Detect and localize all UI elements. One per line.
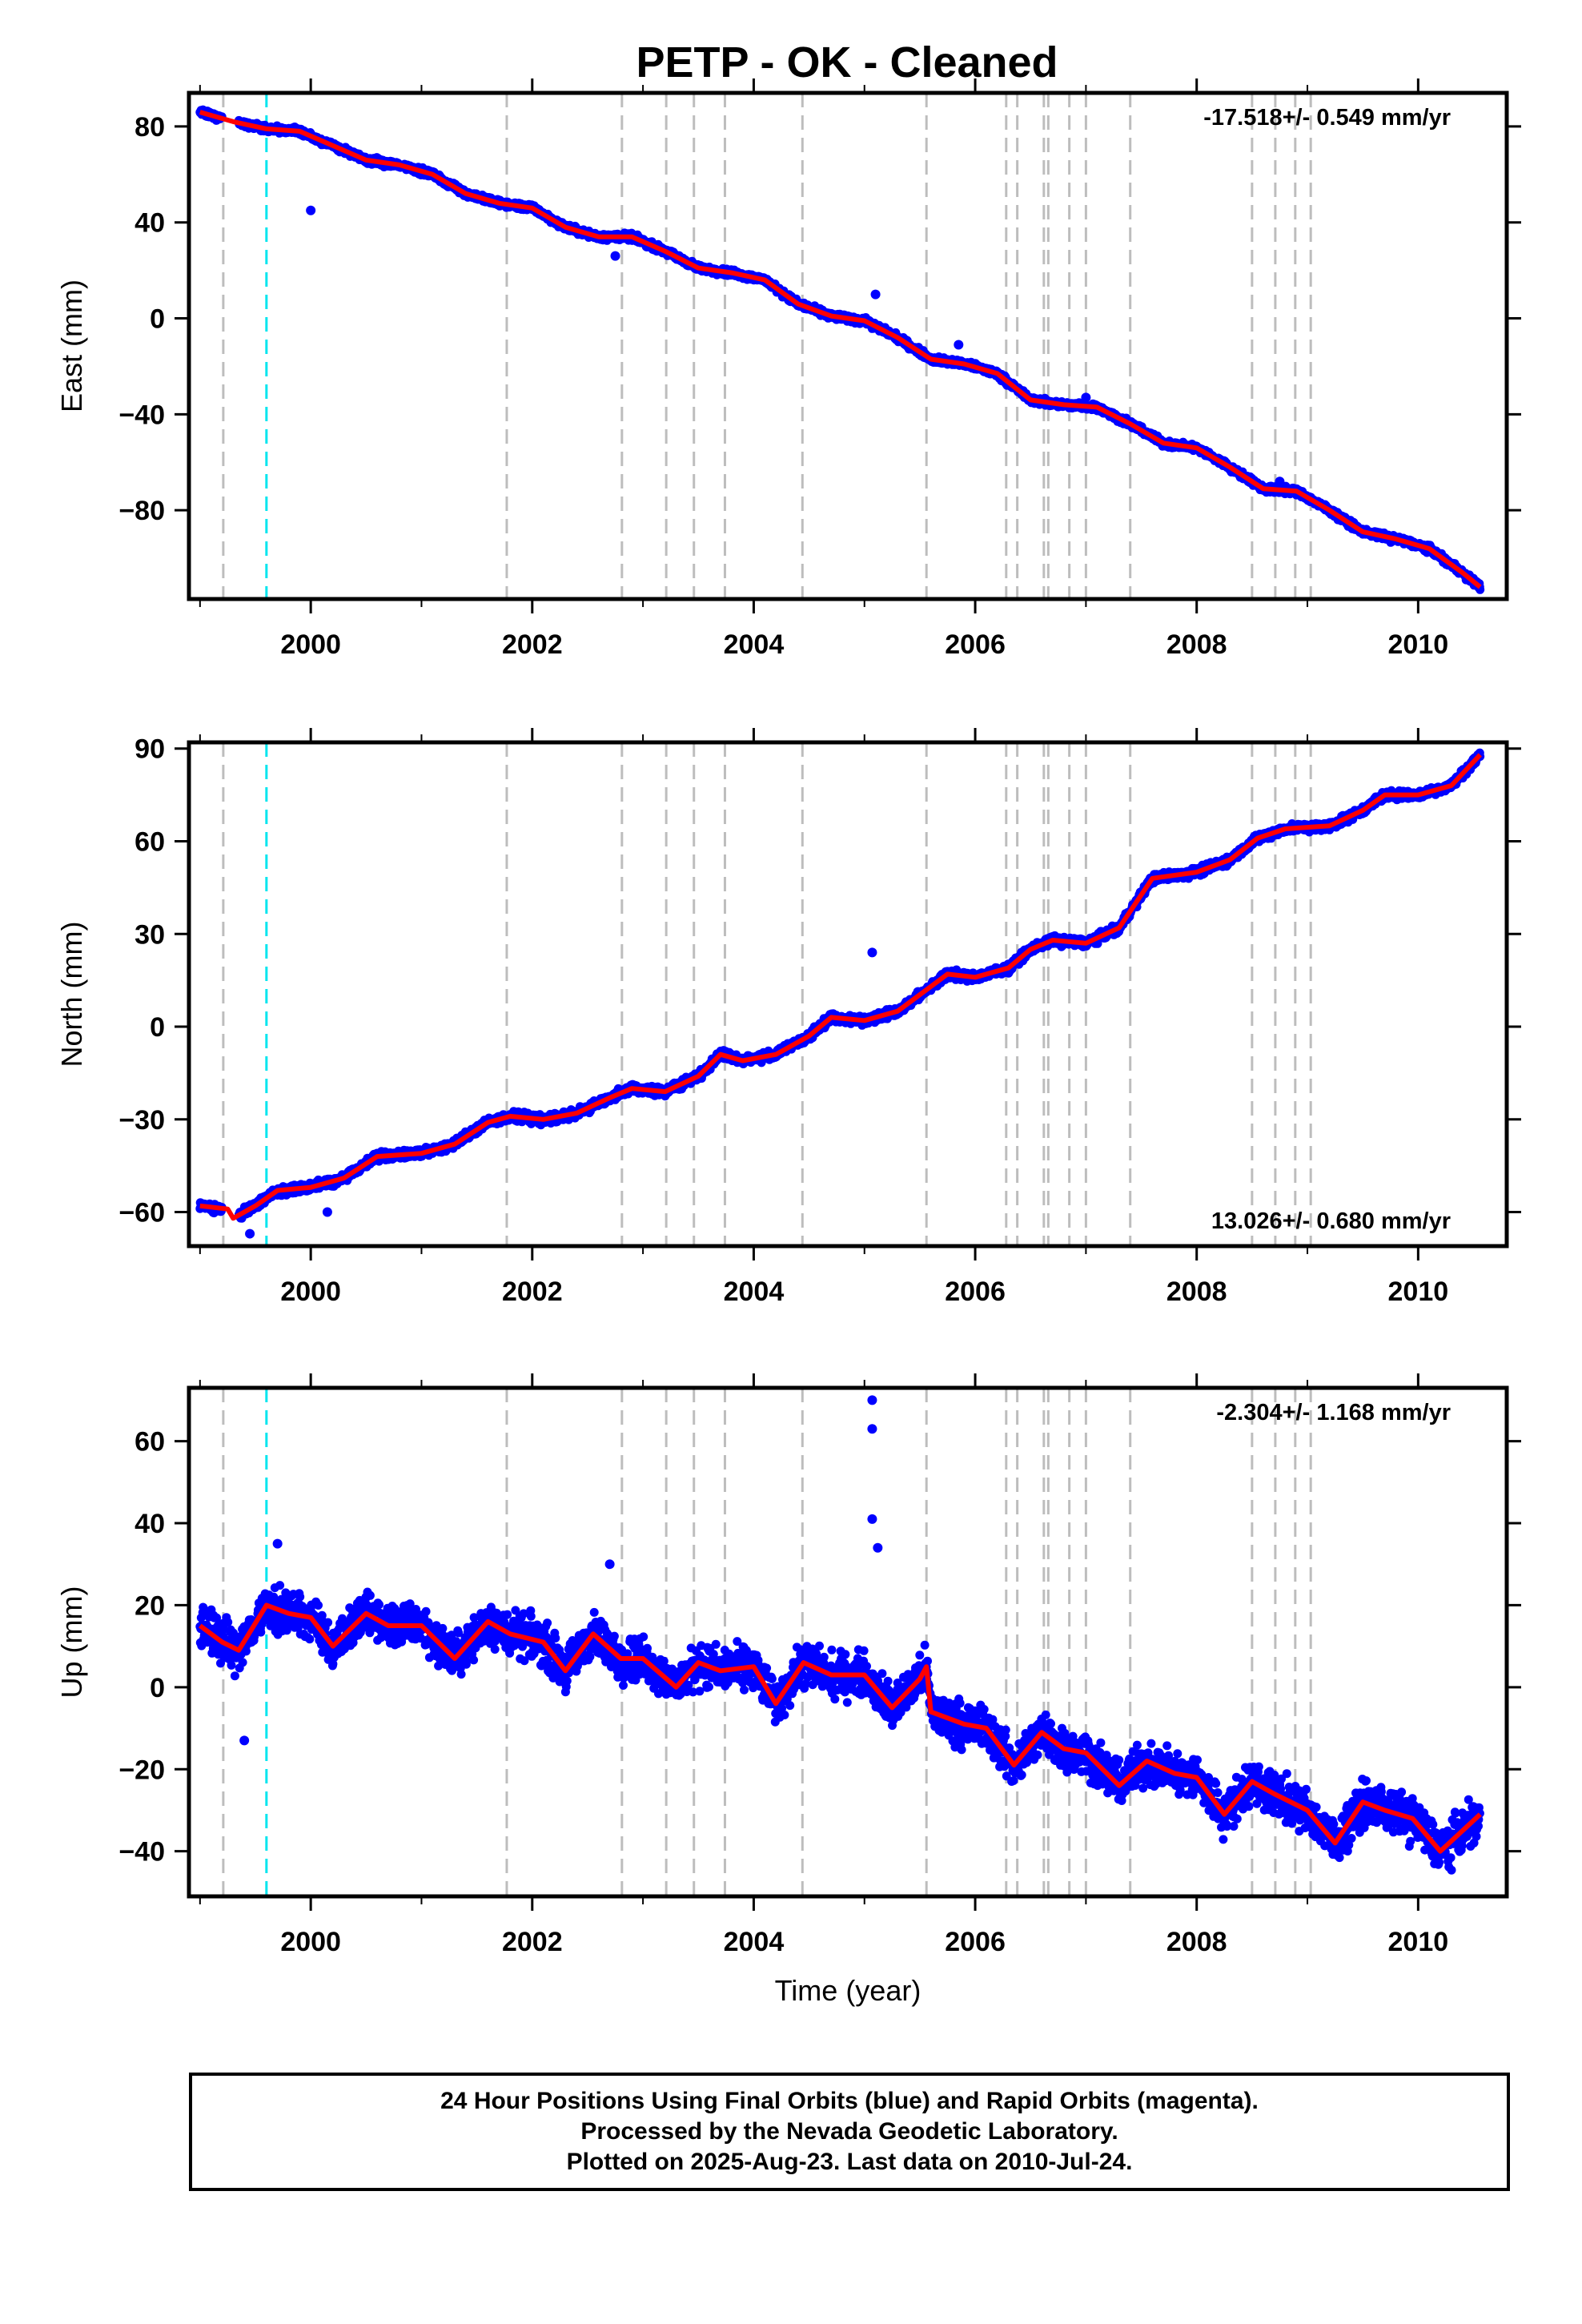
y-tick-label: −80	[118, 496, 165, 526]
final-orbit-points	[195, 105, 1485, 594]
x-tick-label: 2000	[280, 629, 341, 660]
y-tick-label: 80	[135, 112, 165, 143]
y-tick-label: −40	[118, 400, 165, 430]
chart-panel-north: 2000 2002 2004 2006 2008 20109060300−30−60Nor…	[55, 728, 1521, 1307]
x-tick-label: 2004	[724, 629, 785, 660]
y-tick-label: 0	[150, 304, 165, 335]
outlier-point	[610, 251, 620, 261]
chart-panel-east: 2000 2002 2004 2006 2008 2010 80 40 0 −40 −80 East …	[55, 78, 1521, 660]
x-tick-label: 2002	[502, 629, 563, 660]
y-tick-label: 40	[135, 208, 165, 239]
x-tick-label: 2008	[1166, 629, 1227, 660]
outlier-point	[870, 289, 881, 300]
outlier-point	[1275, 476, 1285, 487]
y-axis-label: East (mm)	[55, 279, 88, 412]
final-orbit-points	[195, 748, 1485, 1239]
trend-line	[199, 110, 1482, 589]
outlier-point	[306, 205, 316, 215]
panels: 2000 2002 2004 2006 2008 2010 80 40 0 −40 −80 East …	[55, 78, 1521, 2007]
velocity-rate-label: -17.518+/- 0.549 mm/yr	[1203, 105, 1451, 131]
outlier-point	[1081, 392, 1091, 403]
outlier-point	[954, 340, 964, 350]
x-tick-label: 2010	[1388, 629, 1449, 660]
figure-title: PETP - OK - Cleaned	[636, 38, 1058, 86]
x-tick-label: 2006	[945, 629, 1006, 660]
